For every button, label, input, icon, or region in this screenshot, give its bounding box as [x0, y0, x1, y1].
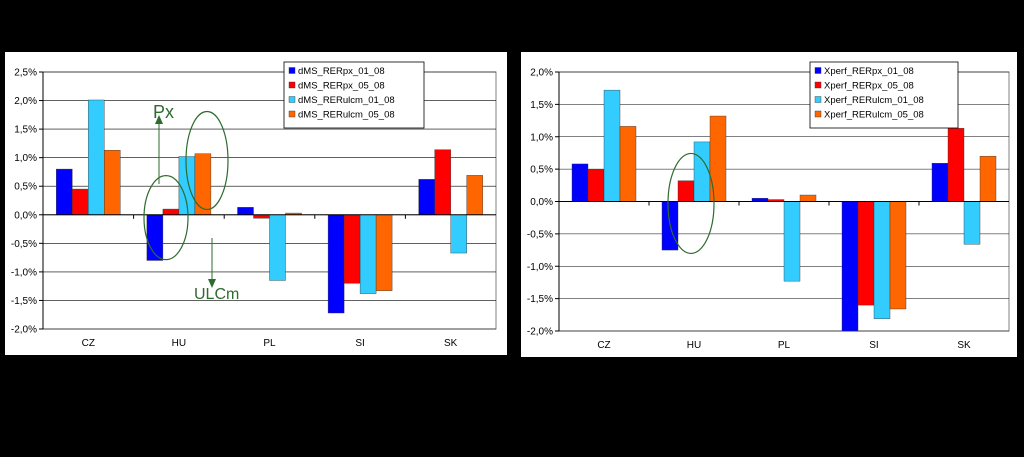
y-tick-label: 2,0% [530, 68, 553, 79]
y-tick-label: -0,5% [11, 239, 37, 250]
y-tick-label: 2,5% [14, 68, 37, 79]
legend-swatch-series-4 [288, 110, 296, 118]
x-category-label: SK [957, 340, 971, 351]
px-arrow-head [155, 115, 163, 124]
bar-si-series-2 [857, 201, 875, 306]
x-category-label: HU [172, 338, 186, 349]
bar-cz-series-1 [56, 168, 73, 215]
bar-hu-series-2 [162, 208, 180, 215]
y-tick-label: -2,0% [11, 325, 37, 336]
legend-swatch-series-3 [814, 96, 822, 103]
ulcm-arrow-head [208, 279, 216, 288]
bar-hu-series-3 [693, 141, 711, 202]
bar-pl-series-4 [799, 194, 817, 202]
bar-sk-series-1 [418, 179, 435, 215]
bar-cz-series-3 [88, 99, 105, 215]
legend-label-series-2: Xperf_RERpx_05_08 [824, 81, 914, 92]
y-tick-label: -2,0% [527, 327, 553, 338]
x-category-label: CZ [82, 338, 95, 349]
bar-cz-series-1 [571, 163, 589, 202]
bar-cz-series-3 [603, 89, 621, 202]
bar-si-series-4 [375, 214, 393, 291]
y-tick-label: 1,5% [14, 125, 37, 136]
legend-label-series-1: dMS_RERpx_01_08 [298, 66, 385, 77]
x-category-label: SK [444, 338, 458, 349]
x-category-label: SI [869, 340, 878, 351]
circle-hu-px-right [667, 152, 715, 255]
chart-panel-left: 2,5% 2,0% 1,5% 1,0% 0,5% 0,0% -0,5% -1,0% -1,5% -… [5, 52, 507, 355]
y-tick-label: 0,0% [530, 197, 553, 208]
bar-pl-series-2 [253, 214, 270, 219]
y-tick-label: -1,5% [11, 296, 37, 307]
bar-sk-series-3 [450, 214, 467, 254]
bar-pl-series-1 [237, 207, 254, 215]
y-tick-label: 1,0% [530, 132, 553, 143]
x-category-label: PL [263, 338, 276, 349]
x-category-label: CZ [597, 340, 610, 351]
px-annotation-label: Px [153, 102, 174, 122]
circle-hu-px [143, 175, 189, 261]
bar-cz-series-2 [587, 169, 605, 202]
legend-label-series-3: dMS_RERulcm_01_08 [298, 95, 395, 106]
annotations-right [667, 152, 715, 255]
y-tick-label: 2,0% [14, 96, 37, 107]
bar-cz-series-4 [619, 126, 637, 202]
bar-si-series-1 [841, 201, 859, 332]
circle-hu-ulcm [185, 110, 229, 211]
legend-box [809, 61, 959, 129]
bar-hu-series-2 [677, 180, 695, 202]
legend-label-series-2: dMS_RERpx_05_08 [298, 81, 385, 92]
bar-si-series-1 [327, 214, 345, 314]
bar-pl-series-3 [783, 201, 801, 282]
bar-sk-series-2 [947, 128, 965, 202]
legend: dMS_RERpx_01_08 dMS_RERpx_05_08 dMS_RERulc… [283, 61, 425, 129]
bar-chart-dms: 2,5% 2,0% 1,5% 1,0% 0,5% 0,0% -0,5% -1,0% -1,5% -… [11, 61, 497, 349]
legend-swatch-series-3 [288, 96, 296, 103]
bar-sk-series-4 [466, 175, 483, 215]
legend-swatch-series-2 [814, 81, 822, 89]
bar-cz-series-4 [104, 150, 121, 215]
y-tick-label: -1,5% [527, 294, 553, 305]
y-tick-label: 1,0% [14, 153, 37, 164]
bar-sk-series-1 [931, 163, 949, 202]
y-tick-label: 1,5% [530, 100, 553, 111]
legend-swatch-series-1 [288, 67, 296, 74]
legend-label-series-1: Xperf_RERpx_01_08 [824, 66, 914, 77]
bar-si-series-3 [359, 214, 377, 294]
legend-label-series-4: dMS_RERulcm_05_08 [298, 110, 395, 121]
legend-swatch-series-4 [814, 110, 822, 118]
legend-swatch-series-2 [288, 81, 296, 89]
bar-cz-series-2 [72, 188, 89, 215]
bar-si-series-2 [343, 214, 361, 284]
chart-panel-right: 2,0% 1,5% 1,0% 0,5% 0,0% -0,5% -1,0% -1,5% -2,0%… [521, 52, 1017, 357]
x-category-label: PL [778, 340, 791, 351]
legend-label-series-3: Xperf_RERulcm_01_08 [824, 95, 924, 106]
bar-si-series-3 [873, 201, 891, 319]
bar-hu-series-4 [709, 115, 727, 202]
bar-pl-series-3 [269, 214, 286, 281]
bar-chart-xperf: 2,0% 1,5% 1,0% 0,5% 0,0% -0,5% -1,0% -1,5% -2,0%… [527, 61, 1010, 351]
y-tick-label: 0,5% [530, 165, 553, 176]
annotations: Px ULCm [143, 102, 239, 303]
y-tick-label: -1,0% [11, 267, 37, 278]
legend-label-series-4: Xperf_RERulcm_05_08 [824, 110, 924, 121]
bar-sk-series-2 [434, 149, 451, 215]
x-category-label: HU [687, 340, 701, 351]
bar-si-series-4 [889, 201, 907, 310]
bar-hu-series-4 [194, 153, 212, 215]
y-tick-label: 0,0% [14, 210, 37, 221]
y-tick-label: -1,0% [527, 262, 553, 273]
bar-sk-series-3 [963, 201, 981, 245]
y-tick-label: 0,5% [14, 182, 37, 193]
legend: Xperf_RERpx_01_08 Xperf_RERpx_05_08 Xperf_… [809, 61, 959, 129]
legend-box [283, 61, 425, 129]
ulcm-annotation-label: ULCm [194, 286, 239, 303]
legend-swatch-series-1 [814, 67, 822, 74]
x-category-label: SI [355, 338, 364, 349]
bar-sk-series-4 [979, 155, 997, 202]
y-tick-label: -0,5% [527, 229, 553, 240]
